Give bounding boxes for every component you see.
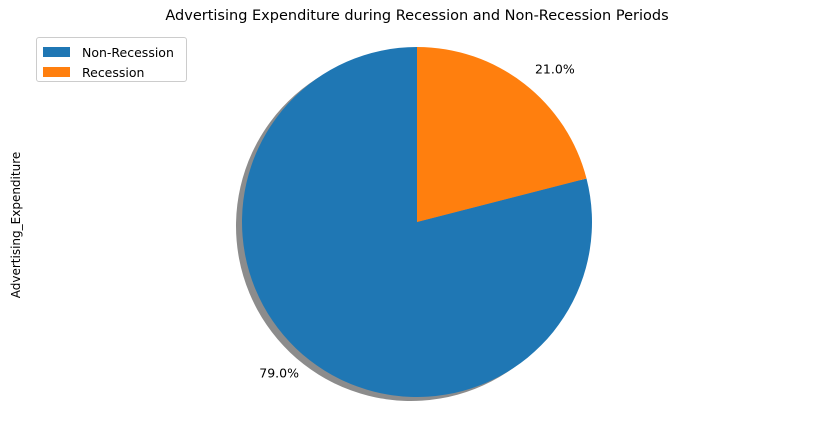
legend-item-non-recession: Non-Recession [43, 42, 186, 62]
pie-label-recession: 21.0% [535, 61, 575, 76]
pie-slice-layer [242, 47, 592, 397]
chart-title: Advertising Expenditure during Recession… [0, 8, 814, 24]
legend-swatch-non-recession [43, 47, 70, 57]
y-axis-label: Advertising_Expenditure [9, 152, 23, 298]
legend-item-recession: Recession [43, 62, 186, 82]
legend: Non-Recession Recession [36, 37, 187, 82]
legend-swatch-recession [43, 67, 70, 77]
legend-label-recession: Recession [82, 65, 144, 80]
pie-label-non-recession: 79.0% [259, 366, 299, 381]
legend-label-non-recession: Non-Recession [82, 45, 174, 60]
